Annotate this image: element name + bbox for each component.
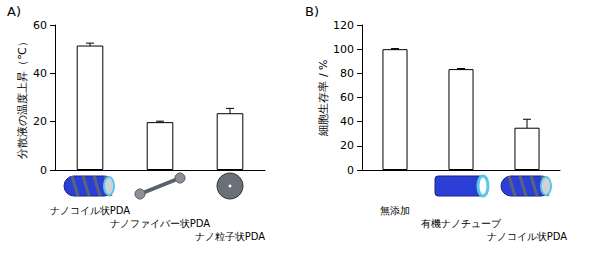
svg-text:80: 80 <box>340 67 354 80</box>
svg-text:有機ナノチューブ: 有機ナノチューブ <box>421 218 502 229</box>
svg-text:無添加: 無添加 <box>380 205 410 216</box>
svg-text:100: 100 <box>333 43 354 56</box>
svg-text:120: 120 <box>333 19 354 32</box>
svg-text:0: 0 <box>40 164 47 177</box>
svg-text:60: 60 <box>340 91 354 104</box>
svg-text:A): A) <box>7 4 21 19</box>
svg-text:ナノコイル状PDA: ナノコイル状PDA <box>50 205 131 216</box>
svg-text:ナノコイル状PDA: ナノコイル状PDA <box>487 231 568 242</box>
svg-text:40: 40 <box>340 115 354 128</box>
svg-text:ナノファイバー状PDA: ナノファイバー状PDA <box>110 218 211 229</box>
svg-text:20: 20 <box>340 139 354 152</box>
svg-text:40: 40 <box>33 67 47 80</box>
svg-text:0: 0 <box>347 164 354 177</box>
svg-text:ナノ粒子状PDA: ナノ粒子状PDA <box>195 231 266 242</box>
svg-text:60: 60 <box>33 19 47 32</box>
svg-text:B): B) <box>305 4 319 19</box>
svg-text:分散液の温度上昇（℃）: 分散液の温度上昇（℃） <box>16 36 29 158</box>
svg-text:細胞生存率 / %: 細胞生存率 / % <box>317 59 330 136</box>
svg-text:20: 20 <box>33 115 47 128</box>
